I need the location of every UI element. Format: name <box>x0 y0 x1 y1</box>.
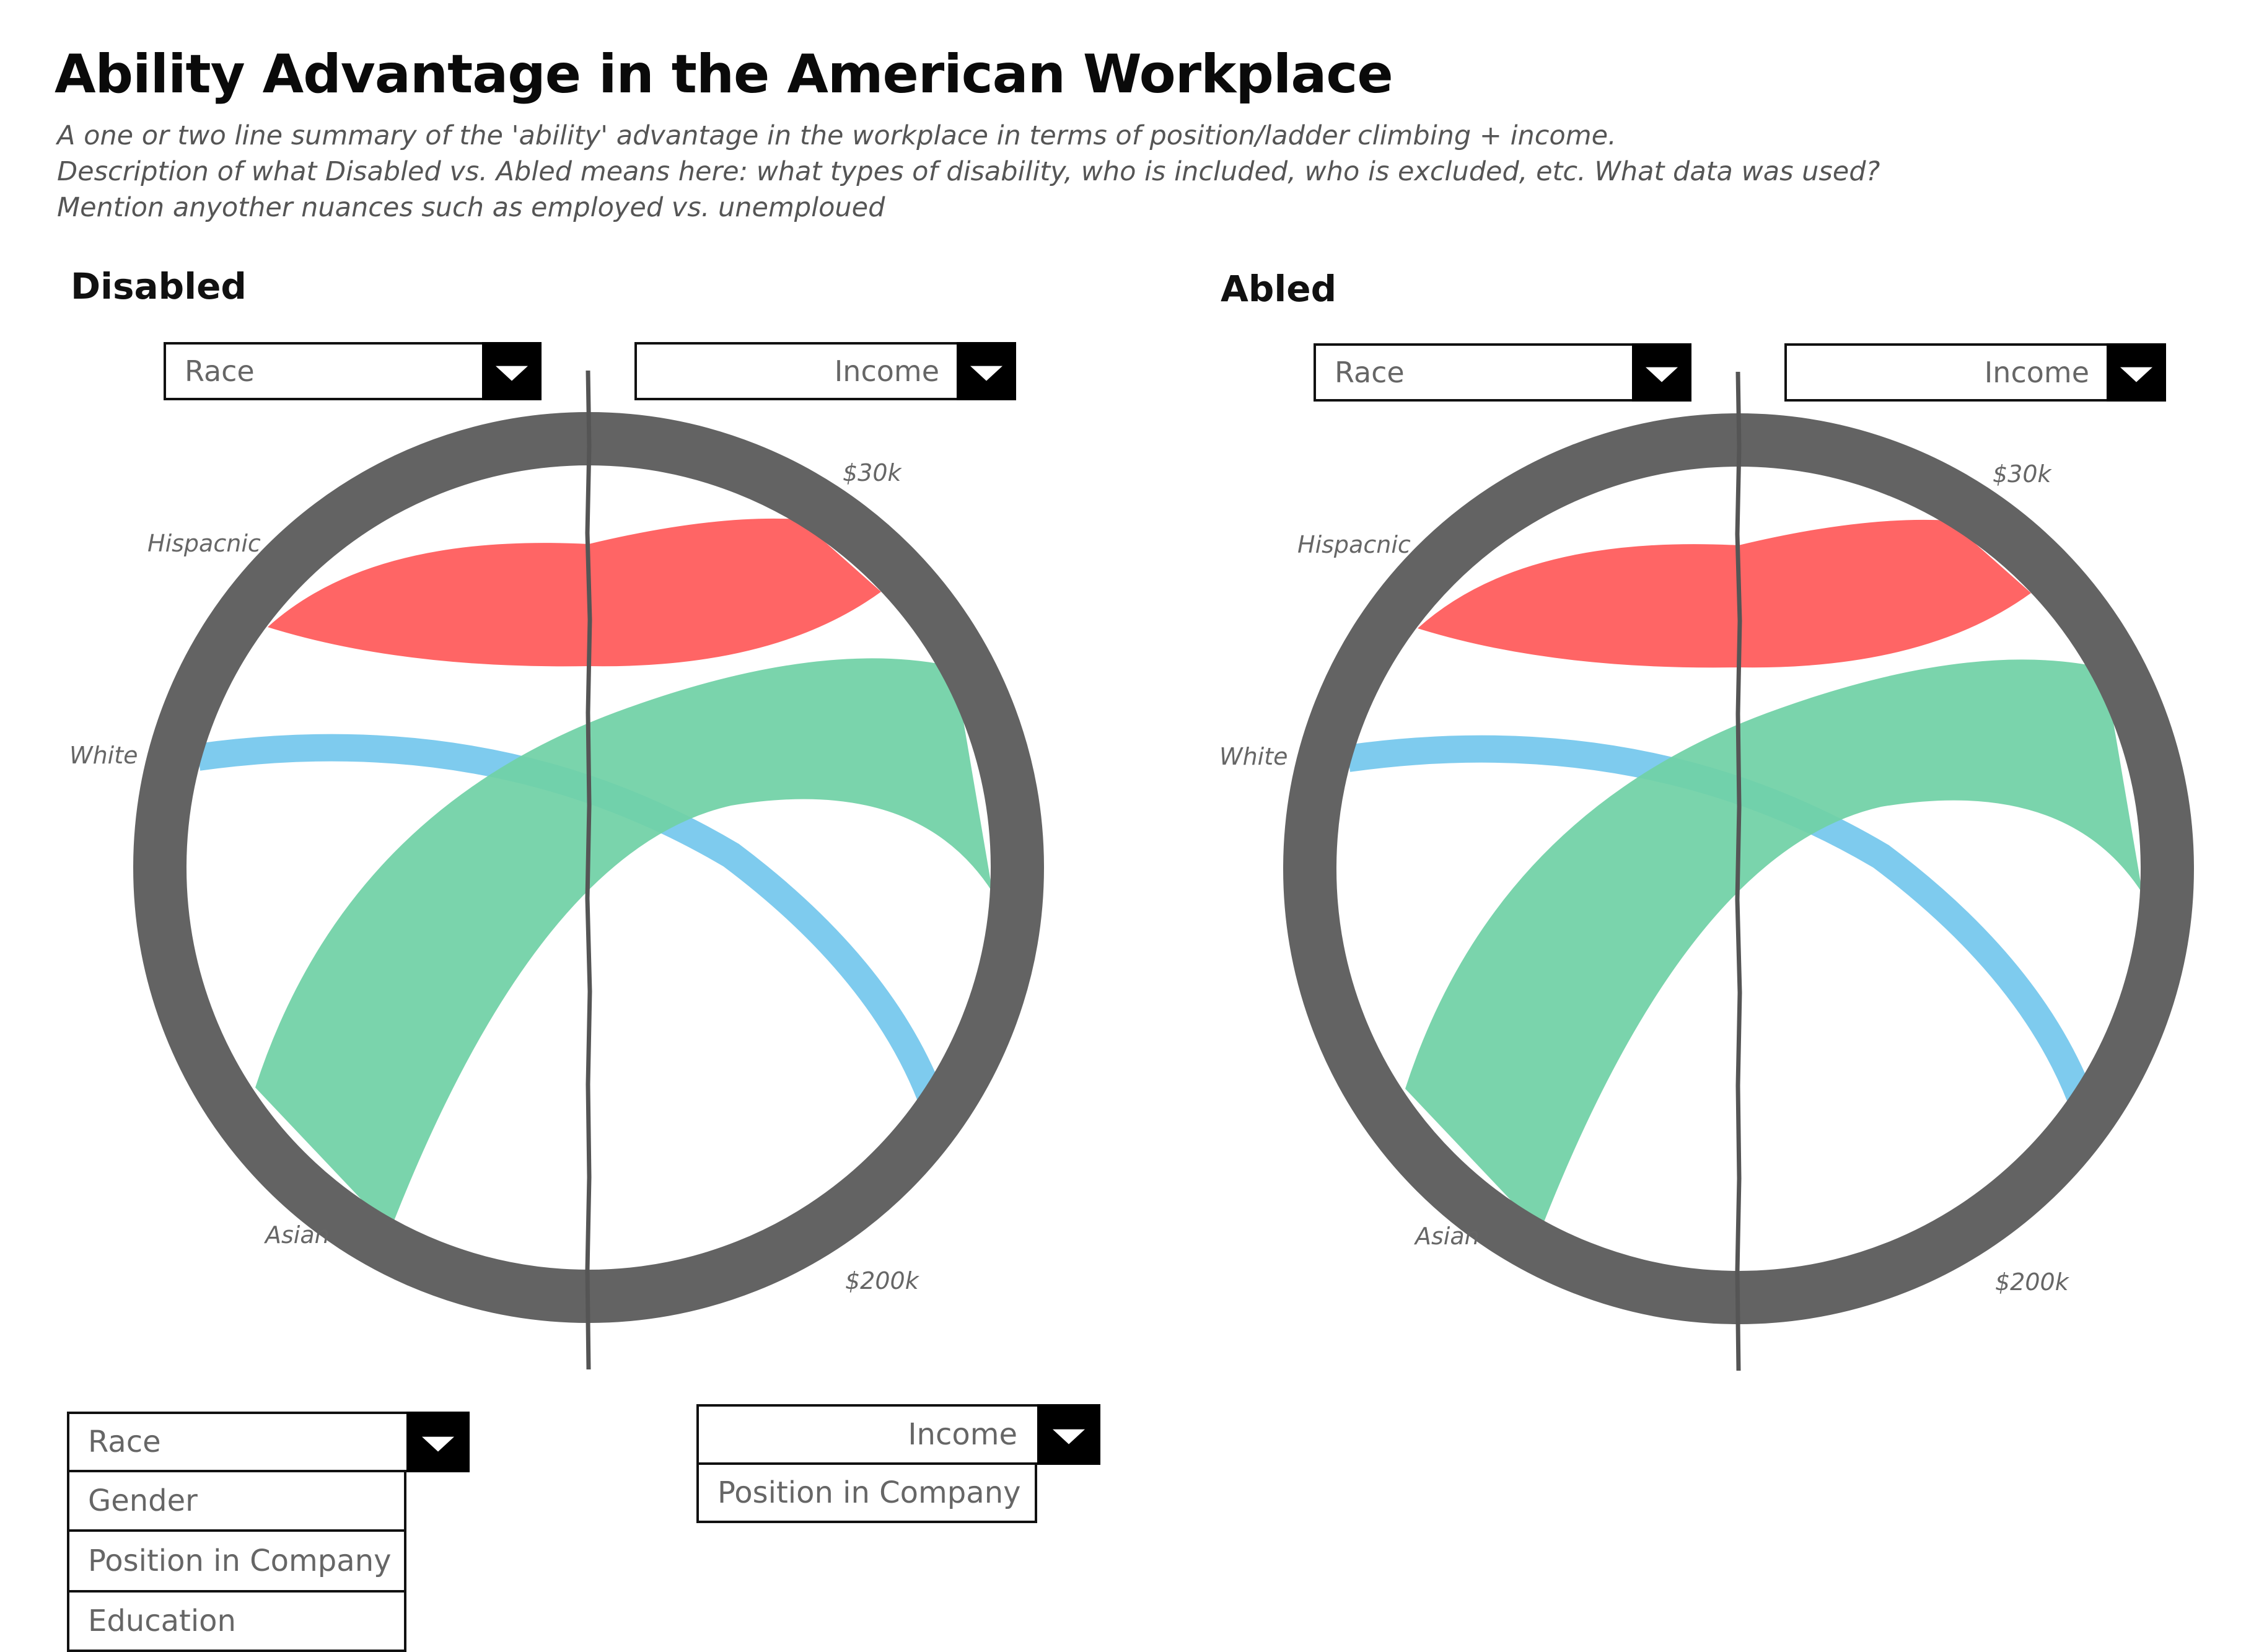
label-30k: $30k <box>1993 460 2053 488</box>
right-category-dropdown[interactable]: Income <box>634 342 1016 400</box>
dropdown-option-position[interactable]: Position in Company <box>696 1462 1037 1523</box>
label-200k: $200k <box>845 1267 920 1294</box>
dropdown-value: Income <box>834 354 939 388</box>
ribbon-white <box>1346 735 2094 1104</box>
ribbon-asian <box>255 658 993 1230</box>
label-asian: Asian <box>1413 1223 1480 1250</box>
chord-diagram-disabled: Hispacnic White Asian $30k $200k <box>69 370 1044 1370</box>
label-white: White <box>69 742 138 769</box>
dropdown-option-education[interactable]: Education <box>67 1590 406 1652</box>
axis-line <box>1735 371 1742 1371</box>
description-line: Mention anyother nuances such as employe… <box>57 192 885 223</box>
page-title: Ability Advantage in the American Workpl… <box>55 43 1393 105</box>
chevron-down-icon[interactable] <box>1632 343 1691 402</box>
chevron-down-icon[interactable] <box>957 342 1016 400</box>
dropdown-value: Race <box>88 1425 161 1459</box>
right-category-dropdown[interactable]: Income <box>1784 343 2166 402</box>
page-description: A one or two line summary of the 'abilit… <box>57 118 1880 226</box>
label-asian: Asian <box>263 1221 330 1249</box>
ribbon-white <box>196 734 944 1102</box>
chevron-down-icon[interactable] <box>406 1412 470 1472</box>
label-hispanic: Hispacnic <box>1297 531 1411 558</box>
axis-line <box>585 370 592 1370</box>
dropdown-value: Income <box>908 1417 1017 1452</box>
expanded-left-dropdown[interactable]: Race <box>67 1412 470 1472</box>
ribbon-asian <box>1405 659 2143 1231</box>
ribbon-hispanic <box>1418 519 2031 668</box>
panel-title-abled: Abled <box>1221 268 1337 310</box>
chevron-down-icon[interactable] <box>482 342 542 400</box>
panel-title-disabled: Disabled <box>71 265 247 307</box>
label-white: White <box>1219 743 1288 770</box>
label-hispanic: Hispacnic <box>147 530 261 557</box>
expanded-right-dropdown[interactable]: Income <box>696 1404 1100 1465</box>
chord-diagram-abled: Hispacnic White Asian $30k $200k <box>1219 371 2194 1371</box>
description-line: A one or two line summary of the 'abilit… <box>57 120 1617 151</box>
dropdown-value: Income <box>1984 356 2089 389</box>
dropdown-option-position[interactable]: Position in Company <box>67 1529 406 1593</box>
left-category-dropdown[interactable]: Race <box>164 342 542 400</box>
dropdown-value: Race <box>185 354 255 388</box>
left-category-dropdown[interactable]: Race <box>1314 343 1691 402</box>
dropdown-value: Race <box>1335 356 1405 389</box>
chevron-down-icon[interactable] <box>2107 343 2166 402</box>
ribbon-hispanic <box>268 518 881 667</box>
label-30k: $30k <box>843 459 903 486</box>
chevron-down-icon[interactable] <box>1037 1404 1100 1465</box>
dropdown-option-gender[interactable]: Gender <box>67 1470 406 1532</box>
label-200k: $200k <box>1995 1268 2070 1296</box>
description-line: Description of what Disabled vs. Abled m… <box>57 156 1880 187</box>
